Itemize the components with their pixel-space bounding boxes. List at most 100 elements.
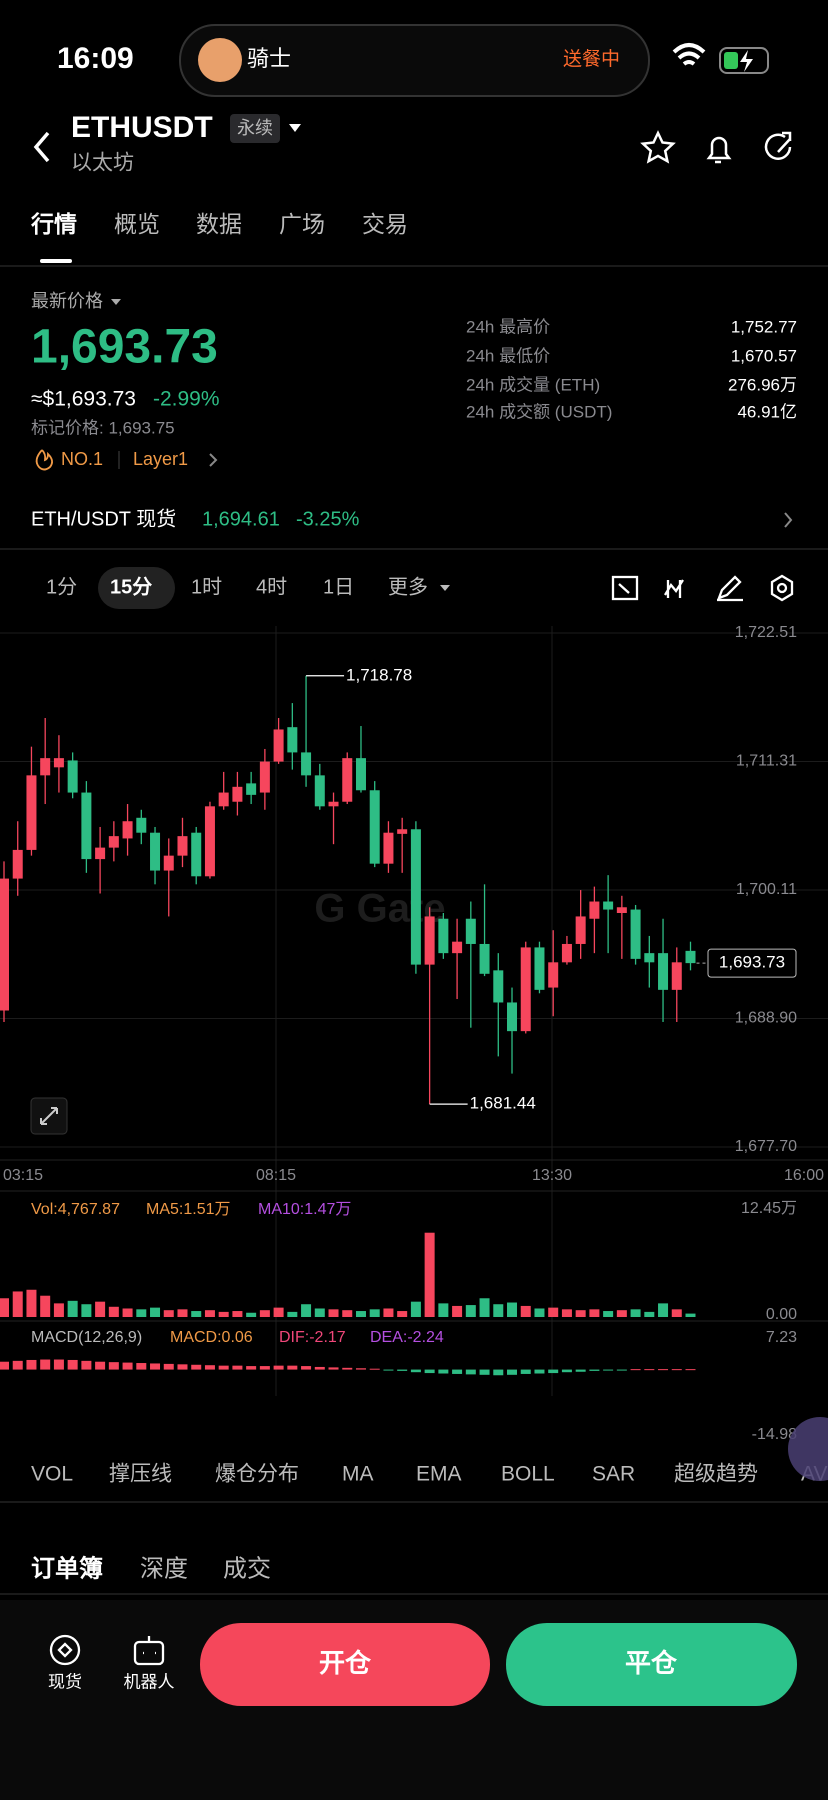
- candle-body: [342, 758, 353, 802]
- robot-button-label[interactable]: 机器人: [124, 1672, 175, 1691]
- favorite-button[interactable]: [640, 130, 676, 164]
- volume-bar: [0, 1298, 9, 1317]
- asset-name: 以太坊: [71, 152, 134, 175]
- macd-bar: [108, 1362, 119, 1370]
- candle-body: [685, 950, 696, 964]
- badge-bg: [230, 114, 280, 143]
- spot-pair[interactable]: ETH/USDT 现货: [31, 507, 176, 530]
- fullscreen-button[interactable]: [611, 575, 639, 601]
- timeframe[interactable]: 15分: [110, 575, 152, 598]
- spot-chevron[interactable]: [784, 512, 793, 528]
- indicator-tab[interactable]: 超级趋势: [674, 1463, 758, 1486]
- candle-body: [465, 918, 476, 944]
- timeframe[interactable]: 1时: [191, 575, 222, 598]
- floating-assistant[interactable]: [788, 1417, 828, 1481]
- candle-body: [603, 901, 614, 910]
- macd-bar: [287, 1365, 298, 1370]
- volume-bar: [520, 1305, 531, 1317]
- indicator-tab[interactable]: BOLL: [501, 1463, 555, 1486]
- candle-body: [95, 847, 106, 860]
- tab[interactable]: 广场: [279, 211, 325, 237]
- share-button[interactable]: [764, 131, 792, 160]
- volume-bar: [301, 1304, 312, 1317]
- dropdown-arrow[interactable]: [289, 124, 301, 132]
- volume-bar: [67, 1300, 78, 1317]
- tab[interactable]: 交易: [362, 211, 408, 237]
- tab[interactable]: 数据: [196, 211, 242, 237]
- timeframe[interactable]: 1分: [46, 575, 77, 598]
- candle-body: [314, 775, 325, 807]
- candle-body: [177, 836, 188, 856]
- volume-bar: [342, 1310, 353, 1317]
- timeframe[interactable]: 1日: [323, 576, 354, 598]
- spot-button-label[interactable]: 现货: [48, 1672, 82, 1691]
- volume-bar: [658, 1303, 669, 1317]
- wifi-icon: [672, 43, 706, 66]
- candle-body: [479, 943, 490, 974]
- candle-body: [452, 941, 463, 954]
- volume-legend: MA5:1.51万: [146, 1201, 231, 1218]
- candle-body: [0, 878, 9, 1011]
- macd-legend: DEA:-2.24: [370, 1329, 444, 1346]
- orderbook-tab[interactable]: 深度: [140, 1555, 188, 1582]
- settings-button[interactable]: [770, 574, 794, 602]
- spot-change: -3.25%: [296, 508, 360, 530]
- candle-body: [246, 783, 257, 795]
- volume-tick-label: 0.00: [766, 1306, 797, 1323]
- macd-bar: [67, 1359, 78, 1370]
- indicator-tab[interactable]: 爆仓分布: [215, 1463, 299, 1486]
- candle-body: [548, 962, 559, 988]
- candle-body: [40, 758, 51, 776]
- tab[interactable]: 概览: [114, 211, 160, 237]
- alert-button[interactable]: [706, 136, 732, 164]
- close-button-label[interactable]: 平仓: [625, 1648, 678, 1678]
- draw-button[interactable]: [717, 575, 743, 602]
- macd-bar: [383, 1369, 394, 1371]
- close-button[interactable]: [506, 1623, 797, 1706]
- volume-bar: [328, 1309, 339, 1317]
- open-button-label[interactable]: 开仓: [319, 1648, 372, 1678]
- candle-body: [191, 832, 202, 877]
- sector-chevron[interactable]: [209, 453, 218, 467]
- macd-bar: [122, 1362, 133, 1370]
- macd-tick-label: -14.98: [752, 1426, 797, 1443]
- orderbook-tab[interactable]: 成交: [223, 1555, 271, 1582]
- back-button[interactable]: [33, 131, 50, 163]
- volume-bar: [12, 1291, 23, 1317]
- orderbook-tab[interactable]: 订单簿: [31, 1554, 103, 1582]
- volume-bar: [410, 1301, 421, 1317]
- volume-bar: [685, 1313, 696, 1317]
- spot-icon[interactable]: [49, 1634, 81, 1666]
- indicator-tab[interactable]: VOL: [31, 1463, 73, 1486]
- expand-icon[interactable]: [40, 1107, 58, 1125]
- volume-bar: [424, 1232, 435, 1317]
- tab[interactable]: 行情: [30, 211, 77, 237]
- annotation-label: 1,681.44: [470, 1094, 536, 1113]
- rank: NO.1: [61, 449, 103, 469]
- candle-body: [273, 729, 284, 762]
- symbol: ETHUSDT: [71, 111, 213, 144]
- macd-bar: [81, 1360, 92, 1370]
- macd-bar: [493, 1369, 504, 1376]
- open-button[interactable]: [200, 1623, 490, 1706]
- more-arrow[interactable]: [440, 585, 450, 591]
- volume-bar: [191, 1311, 202, 1317]
- stat-label: 24h 最高价: [466, 317, 550, 336]
- volume-bar: [630, 1309, 641, 1317]
- macd-bar: [177, 1364, 188, 1370]
- indicator-tab[interactable]: SAR: [592, 1463, 635, 1486]
- timeframe[interactable]: 4时: [256, 575, 287, 598]
- volume-bar: [575, 1310, 586, 1317]
- volume-bar: [287, 1311, 298, 1317]
- indicator-tab[interactable]: 撑压线: [109, 1463, 172, 1486]
- volume-bar: [452, 1305, 463, 1317]
- y-tick-label: 1,677.70: [735, 1138, 797, 1155]
- indicator-tab[interactable]: EMA: [416, 1463, 462, 1486]
- candle-body: [410, 829, 421, 965]
- volume-bar: [369, 1309, 380, 1317]
- timeframe[interactable]: 更多: [388, 575, 428, 598]
- macd-bar: [616, 1369, 627, 1371]
- indicator-tab[interactable]: MA: [342, 1463, 374, 1486]
- indicator-button[interactable]: [618, 579, 684, 598]
- macd-bar: [136, 1363, 147, 1370]
